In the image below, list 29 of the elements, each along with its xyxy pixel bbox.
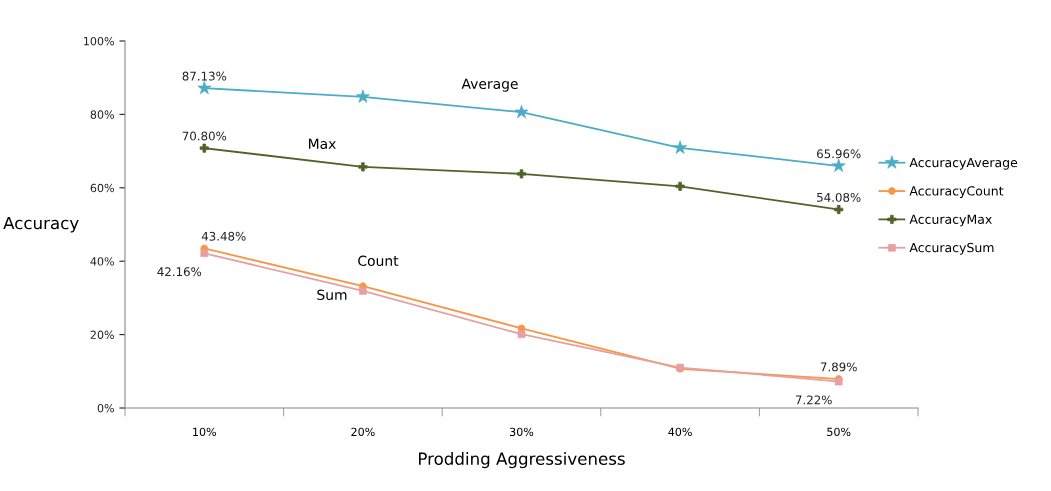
- annotation: Count: [358, 255, 399, 267]
- data-label: 43.48%: [201, 231, 246, 241]
- annotation: Sum: [317, 289, 347, 301]
- x-tick-label: 50%: [827, 427, 851, 437]
- x-tick-label: 20%: [351, 427, 375, 437]
- data-label: 54.08%: [817, 192, 861, 202]
- y-tick-label: 40%: [90, 257, 114, 266]
- x-axis-title: Prodding Aggressiveness: [419, 452, 625, 469]
- legend-label: AccuracyAverage: [909, 157, 1018, 170]
- annotation: Max: [309, 138, 336, 150]
- data-label: 42.16%: [157, 267, 202, 277]
- data-label: 70.80%: [182, 131, 227, 141]
- y-tick-label: 80%: [90, 110, 114, 119]
- y-tick-label: 0%: [97, 403, 114, 413]
- annotation: Average: [461, 78, 518, 92]
- data-label: 7.22%: [795, 395, 832, 405]
- y-axis-title: Accuracy: [3, 216, 79, 233]
- x-tick-label: 40%: [668, 427, 692, 437]
- data-label: 65.96%: [817, 149, 861, 159]
- legend-label: AccuracyMax: [909, 214, 992, 227]
- y-tick-label: 20%: [90, 330, 114, 339]
- legend-label: AccuracySum: [909, 242, 994, 255]
- legend-label: AccuracyCount: [909, 186, 1004, 199]
- y-tick-label: 100%: [84, 36, 114, 46]
- x-tick-label: 10%: [193, 427, 217, 437]
- x-tick-label: 30%: [510, 427, 534, 437]
- data-label: 7.89%: [820, 362, 857, 372]
- y-tick-label: 60%: [90, 183, 114, 193]
- data-label: 87.13%: [182, 71, 227, 81]
